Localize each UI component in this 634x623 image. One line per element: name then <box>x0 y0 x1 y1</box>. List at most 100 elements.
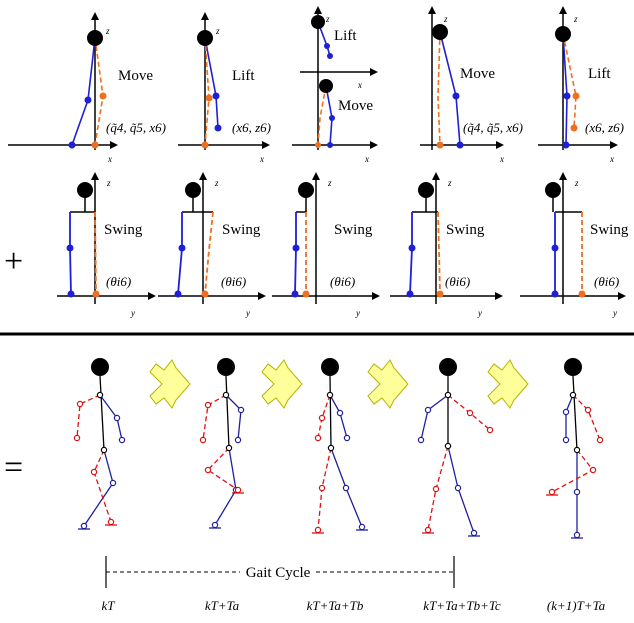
ankle-joint <box>291 290 299 298</box>
hip-joint <box>100 446 108 454</box>
progression-arrow-1 <box>149 359 191 409</box>
joint <box>584 406 592 414</box>
swing-leg <box>562 33 577 129</box>
shoulder-joint <box>569 391 577 399</box>
y-axis-label: y <box>130 308 135 318</box>
gait-cycle-bracket: Gait Cycle <box>105 556 455 588</box>
head <box>91 358 109 376</box>
joint <box>573 488 581 496</box>
upper-x-axis-arrowhead <box>370 68 378 76</box>
sagittal-panel-1: z x Move (q̃4, q̃5, x6) <box>8 12 166 164</box>
y-axis-label: y <box>245 308 250 318</box>
phase-label-move: Move <box>338 98 373 114</box>
z-axis-arrowhead <box>428 6 436 14</box>
head-mass <box>555 26 571 42</box>
knee-joint <box>329 115 335 121</box>
joint <box>589 466 597 474</box>
joint <box>343 434 351 442</box>
phase-parameters: (θi6) <box>221 274 246 289</box>
knee-joint <box>408 244 416 252</box>
head-mass <box>319 79 333 93</box>
time-label-3: kT+Ta+Tb <box>307 598 364 613</box>
z-axis-label: z <box>447 178 452 188</box>
joint <box>113 414 121 422</box>
joint <box>73 434 81 442</box>
y-axis-label: y <box>355 308 360 318</box>
joint <box>199 436 207 444</box>
joint <box>318 484 326 492</box>
ankle-joint <box>68 141 76 149</box>
z-axis-label: z <box>215 26 220 36</box>
frontal-panel-5: z y Swing (θi6) <box>520 172 629 318</box>
joint <box>107 518 115 526</box>
right-arm <box>76 394 101 439</box>
joint <box>234 486 242 494</box>
joint <box>314 526 322 534</box>
swing-knee-joint <box>572 92 580 100</box>
stance-leg <box>177 212 183 295</box>
ankle-joint <box>327 142 333 148</box>
upper-knee-joint <box>324 43 330 49</box>
swing-ankle-joint <box>315 142 321 148</box>
stance-leg <box>71 37 96 146</box>
joint <box>118 436 126 444</box>
x-axis-arrowhead <box>370 141 378 149</box>
swing-ankle-joint <box>436 290 444 298</box>
joint <box>237 406 245 414</box>
z-axis-label: z <box>325 14 330 24</box>
phase-parameters: (q̃4, q̃5, x6) <box>463 120 523 135</box>
x-axis-label: x <box>499 154 504 164</box>
stance-leg <box>439 31 461 146</box>
knee-joint <box>212 92 220 100</box>
phase-parameters: (q̃4, q̃5, x6) <box>106 120 166 135</box>
stance-leg <box>69 212 72 295</box>
head <box>321 358 339 376</box>
swing-leg <box>437 31 441 146</box>
phase-label: Lift <box>588 66 611 82</box>
head-mass <box>185 182 201 198</box>
knee-joint <box>452 92 460 100</box>
joint <box>417 436 425 444</box>
joint <box>432 485 440 493</box>
time-label-2: kT+Ta <box>205 598 240 613</box>
z-axis-label: z <box>574 178 579 188</box>
y-axis-arrowhead <box>495 292 503 300</box>
progression-arrow-4 <box>487 359 529 409</box>
upper-head-mass <box>311 15 325 29</box>
right-leg <box>206 447 239 491</box>
swing-ankle-joint <box>578 290 586 298</box>
swing-leg <box>204 211 214 295</box>
phase-label-lift: Lift <box>334 28 357 44</box>
knee-joint <box>551 244 559 252</box>
hip-joint <box>225 444 233 452</box>
head <box>439 358 457 376</box>
swing-ankle-joint <box>201 141 209 149</box>
y-axis-label: y <box>477 308 482 318</box>
joint <box>424 406 432 414</box>
joint <box>562 436 570 444</box>
swing-leg <box>94 37 104 146</box>
walking-figure-3 <box>312 358 368 534</box>
z-axis-arrowhead <box>559 172 567 180</box>
progression-arrow-2 <box>261 359 303 409</box>
ankle-joint <box>214 124 222 132</box>
swing-ankle-joint <box>91 141 99 149</box>
joint <box>314 434 322 442</box>
joint <box>211 521 219 529</box>
progression-arrow-3 <box>367 359 409 409</box>
head-mass <box>545 182 561 198</box>
y-axis-arrowhead <box>618 292 626 300</box>
plus-operator: + <box>4 243 23 280</box>
x-axis-label: x <box>107 154 112 164</box>
joint <box>562 408 570 416</box>
swing-knee-joint <box>205 94 213 102</box>
joint <box>424 526 432 534</box>
joint <box>204 401 212 409</box>
phase-parameters: (θi6) <box>330 274 355 289</box>
left-leg <box>447 445 475 534</box>
sagittal-panel-3: z x x Lift Move <box>292 6 378 164</box>
right-leg <box>93 449 112 523</box>
stance-leg <box>409 212 413 295</box>
